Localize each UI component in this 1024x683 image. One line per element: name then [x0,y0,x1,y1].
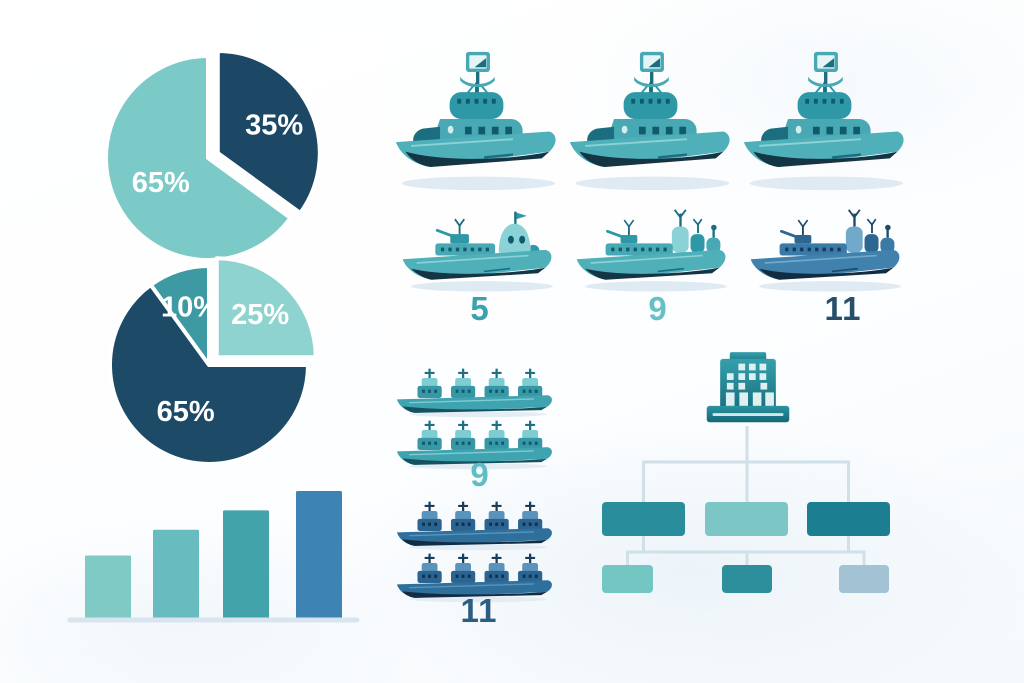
org-level2-box [602,565,653,593]
pie-chart-top: 35% 65% [104,49,322,262]
bar [85,555,131,620]
pie-slice-label: 10% [161,292,219,324]
battleship-icon-2 [569,51,730,191]
org-level2-box [722,565,772,593]
bar [296,491,342,620]
pie-slice [104,54,293,262]
squadron-count-1: 9 [470,456,490,493]
org-chart-connectors [626,426,866,565]
ship-row-icon-teal-1 [397,368,552,418]
pie-slice-label: 25% [231,299,289,331]
headquarters-building-icon [706,352,790,423]
org-level1-box [807,502,890,536]
org-chart [602,352,890,593]
pie-slice-label: 65% [157,396,215,428]
bar [153,529,199,620]
destroyer-icon-1 [402,211,553,292]
pie-slice [148,264,211,367]
org-level1-box [705,502,788,536]
org-chart-boxes [602,502,890,593]
pie-slice [215,49,322,215]
pie-slice [214,256,318,360]
battleship-icon-1 [395,51,556,191]
bar-chart [67,491,360,623]
pie-chart-middle: 25% 65% 10% [108,256,318,466]
fleet-count-1: 5 [470,290,490,327]
pie-slice-label: 65% [132,167,190,199]
fleet-count-2: 9 [648,290,668,327]
battleship-icon-3 [743,51,904,191]
bar-series [85,491,342,620]
org-level2-box [839,565,889,593]
fleet-count-3: 11 [824,290,862,327]
pie-slice-label: 35% [245,109,303,141]
squadron-count-2: 11 [460,592,498,629]
destroyer-icon-3 [750,209,901,292]
pie-slice [108,282,310,466]
org-level1-box [602,502,685,536]
destroyer-icon-2 [576,209,727,292]
bar [223,510,269,620]
ship-row-icon-navy-1 [397,501,552,551]
